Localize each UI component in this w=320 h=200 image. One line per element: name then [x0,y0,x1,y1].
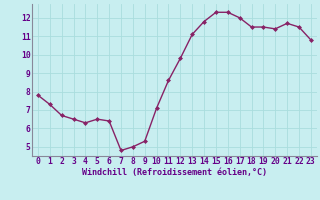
X-axis label: Windchill (Refroidissement éolien,°C): Windchill (Refroidissement éolien,°C) [82,168,267,177]
